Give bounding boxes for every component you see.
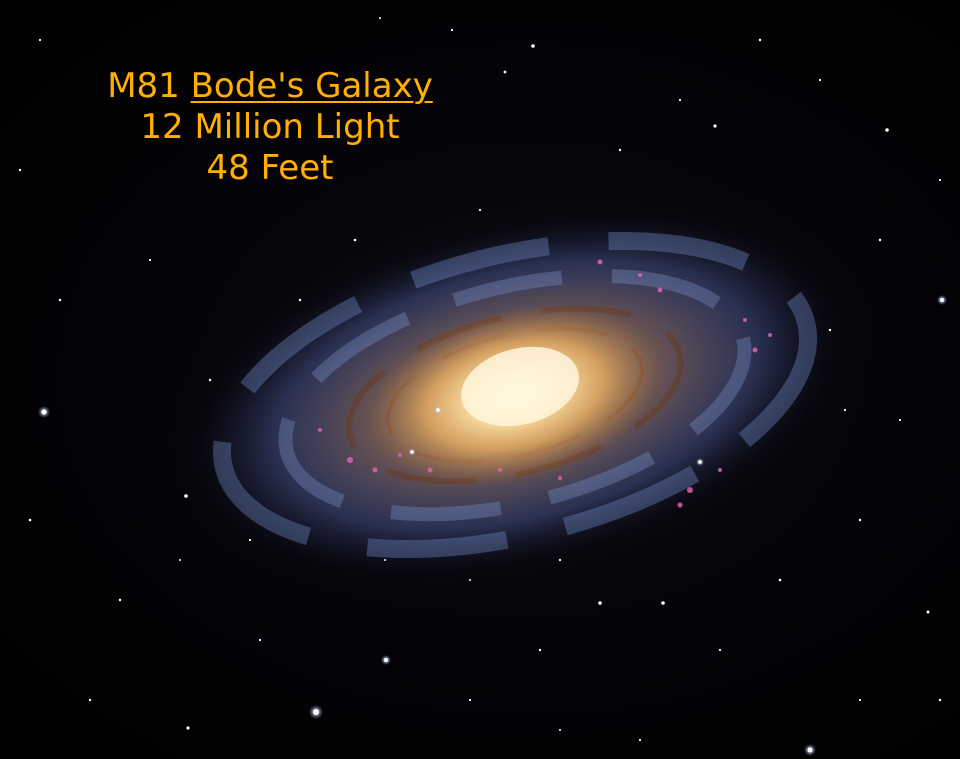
galaxy-caption: M81 Bode's Galaxy 12 Million Light 48 Fe…: [70, 66, 470, 188]
galaxy-designation: M81: [107, 66, 180, 106]
caption-title-line: M81 Bode's Galaxy: [70, 66, 470, 107]
galaxy-scale: 48 Feet: [206, 147, 334, 188]
galaxy-name-link[interactable]: Bode's Galaxy: [190, 66, 433, 106]
hii-regions: [318, 259, 772, 508]
galaxy-distance: 12 Million Light: [140, 106, 400, 147]
galaxy-disk: [133, 179, 897, 611]
star-field: [18, 17, 947, 756]
